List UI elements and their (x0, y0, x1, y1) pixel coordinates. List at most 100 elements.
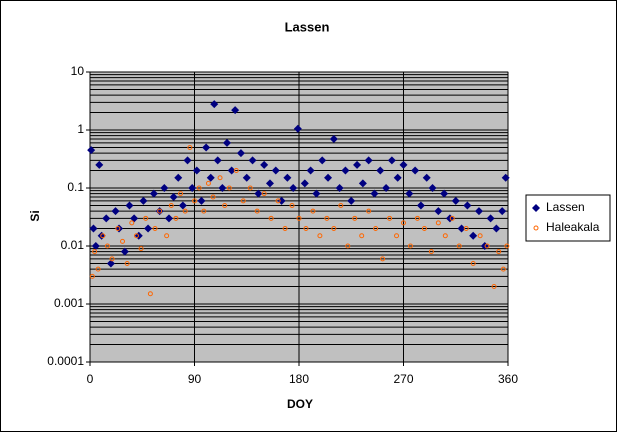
data-point (422, 173, 431, 182)
data-point (411, 166, 420, 175)
data-point (226, 185, 232, 191)
x-tick-label: 90 (188, 372, 202, 386)
data-point (173, 215, 179, 221)
data-point (463, 226, 469, 232)
data-point (202, 143, 211, 152)
data-point (106, 259, 115, 268)
data-point (421, 226, 427, 232)
data-point (247, 185, 253, 191)
data-point (265, 179, 274, 188)
data-point (89, 224, 98, 233)
data-point (492, 224, 501, 233)
data-point (300, 179, 309, 188)
data-point (242, 173, 251, 182)
data-point (205, 180, 211, 186)
data-point (405, 189, 414, 198)
data-point (303, 226, 309, 232)
data-point (318, 156, 327, 165)
data-point (152, 226, 158, 232)
y-tick-label: 0.1 (67, 180, 84, 194)
data-point (102, 214, 111, 223)
y-axis-label: Si (28, 210, 42, 221)
data-point (227, 166, 236, 175)
chart-title: Lassen (285, 19, 330, 34)
data-point (331, 226, 337, 232)
data-point (104, 243, 110, 249)
data-point (223, 138, 232, 147)
data-point (394, 233, 400, 239)
data-point (335, 184, 344, 192)
data-point (306, 166, 315, 175)
data-point (155, 207, 164, 216)
data-point (240, 198, 246, 204)
data-point (451, 196, 460, 205)
x-tick-label: 270 (393, 372, 413, 386)
data-point (470, 260, 476, 266)
data-point (401, 220, 406, 226)
data-point (428, 184, 437, 192)
data-point (359, 233, 365, 239)
data-point (95, 266, 101, 272)
data-point (380, 256, 386, 262)
data-point (289, 184, 298, 192)
data-point (124, 260, 130, 266)
data-point (275, 198, 281, 204)
data-point (129, 220, 135, 226)
data-point (293, 124, 302, 133)
data-point (182, 208, 188, 214)
data-point (164, 233, 170, 239)
data-point (496, 249, 502, 255)
data-point (324, 215, 330, 221)
data-point (457, 224, 466, 233)
legend-marker (532, 204, 540, 212)
x-tick-label: 0 (87, 372, 94, 386)
data-point (197, 196, 206, 205)
data-point (164, 214, 173, 223)
data-point (178, 201, 187, 210)
data-point (317, 233, 323, 239)
data-point (120, 247, 129, 256)
data-point (178, 191, 184, 197)
data-point (260, 160, 269, 169)
data-point (283, 173, 292, 182)
y-tick-label: 0.0001 (47, 354, 84, 368)
data-point (498, 207, 507, 216)
data-point (144, 224, 153, 233)
data-point (341, 166, 350, 175)
data-point (138, 246, 144, 252)
y-tick-label: 0.001 (54, 296, 84, 310)
data-point (188, 184, 197, 192)
data-point (233, 168, 239, 174)
data-point (449, 215, 455, 221)
data-point (504, 243, 510, 249)
data-point (192, 166, 201, 175)
data-point (92, 249, 98, 255)
data-point (463, 201, 472, 210)
data-point (213, 156, 222, 165)
data-point (414, 215, 420, 221)
data-point (160, 184, 169, 192)
data-point (95, 160, 104, 169)
legend-label: Haleakala (546, 220, 600, 234)
data-point (345, 243, 351, 249)
data-point (376, 166, 385, 175)
data-point (484, 243, 490, 249)
data-point (347, 196, 356, 205)
data-point (222, 202, 228, 208)
data-point (187, 144, 193, 150)
data-point (125, 201, 134, 210)
data-point (139, 196, 148, 205)
data-point (236, 149, 245, 158)
data-point (289, 202, 295, 208)
data-point (387, 215, 393, 221)
data-point (149, 189, 158, 198)
data-point (133, 233, 139, 239)
data-point (435, 220, 441, 226)
data-point (500, 266, 506, 272)
data-point (143, 215, 149, 221)
data-point (168, 202, 174, 208)
data-point (393, 173, 402, 182)
data-point (324, 173, 333, 182)
data-point (501, 173, 510, 182)
y-tick-label: 10 (71, 64, 85, 78)
